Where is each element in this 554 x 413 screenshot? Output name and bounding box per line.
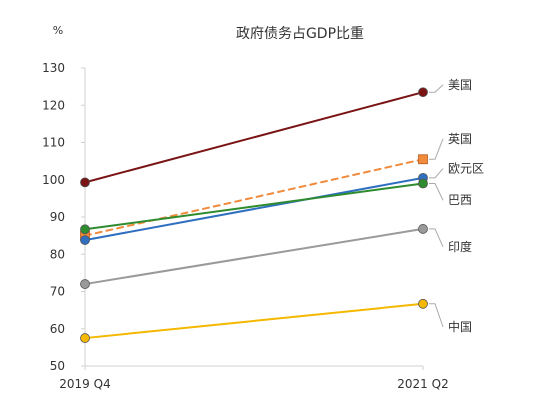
data-point-marker <box>80 177 90 188</box>
series-1 <box>80 154 428 241</box>
data-point-marker <box>418 154 428 165</box>
series-label: 中国 <box>448 319 472 334</box>
label-leader-line <box>429 182 444 201</box>
label-leader-line <box>429 84 444 93</box>
data-point-marker <box>418 87 428 98</box>
data-point-marker <box>80 224 90 235</box>
y-tick-label: 90 <box>50 210 65 224</box>
y-tick-label: 130 <box>42 61 65 75</box>
series-label: 巴西 <box>448 193 472 207</box>
series-label: 印度 <box>448 239 472 254</box>
series-0 <box>80 87 428 188</box>
y-tick-label: 70 <box>50 285 65 299</box>
y-tick-label: 60 <box>50 322 65 336</box>
label-leader-line <box>429 168 444 179</box>
y-tick-label: 110 <box>42 136 65 150</box>
x-tick-label: 2021 Q2 <box>397 377 448 391</box>
series-line <box>84 302 424 340</box>
series-2 <box>80 172 428 245</box>
series-label: 欧元区 <box>448 162 484 176</box>
series-line <box>84 182 424 231</box>
series-label: 美国 <box>448 78 472 92</box>
data-point-marker <box>418 224 428 234</box>
series-4 <box>80 224 428 289</box>
y-axis: 50 60 70 80 90 100 110 120 130 <box>42 61 86 373</box>
series-line <box>84 176 424 242</box>
data-point-marker <box>80 279 90 289</box>
data-point-marker <box>80 235 90 245</box>
label-leader-line <box>429 138 444 160</box>
label-leader-line <box>429 303 444 328</box>
data-point-marker <box>80 333 90 343</box>
y-tick-label: 120 <box>42 98 65 112</box>
series-line <box>84 227 424 286</box>
series-layer <box>80 87 428 343</box>
data-point-marker <box>418 178 428 189</box>
x-tick-label: 2019 Q4 <box>59 377 110 391</box>
chart-title: 政府债务占GDP比重 <box>236 26 364 42</box>
series-line <box>84 91 424 184</box>
series-3 <box>80 178 428 235</box>
x-axis: 2019 Q4 2021 Q2 <box>59 365 449 391</box>
y-tick-label: 50 <box>50 359 65 373</box>
data-point-marker <box>418 298 428 309</box>
y-tick-label: 80 <box>50 247 65 261</box>
series-line <box>84 158 424 237</box>
series-label: 英国 <box>448 132 472 146</box>
series-5 <box>80 298 428 343</box>
y-tick-label: 100 <box>42 173 65 187</box>
label-leader-line <box>429 228 444 248</box>
y-axis-unit-label: % <box>53 24 63 37</box>
